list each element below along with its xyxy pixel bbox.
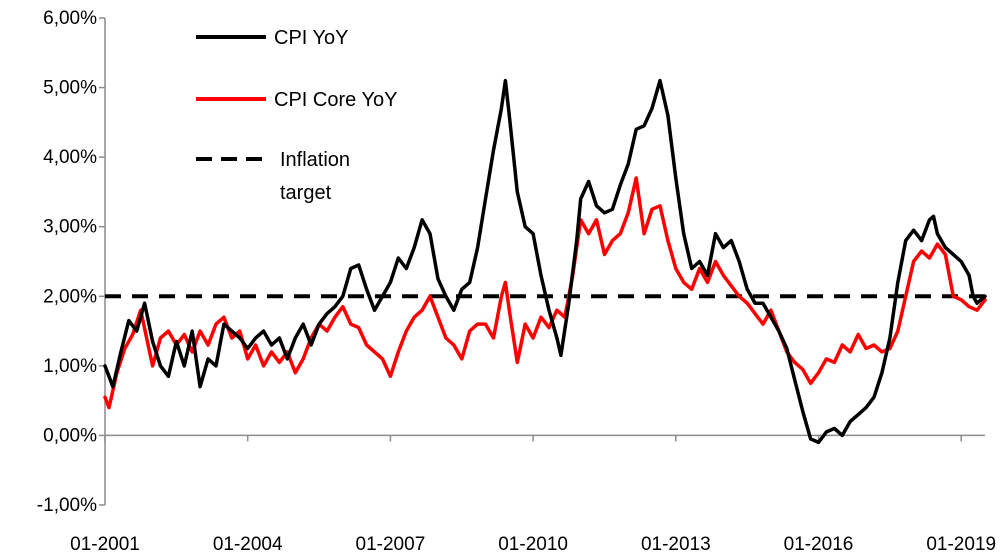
legend: CPI YoY CPI Core YoY Inflation target xyxy=(196,27,397,204)
y-tick-label: 3,00% xyxy=(43,217,97,238)
y-tick-label: 2,00% xyxy=(43,286,97,307)
legend-core-label: CPI Core YoY xyxy=(274,89,397,111)
y-tick-label: 4,00% xyxy=(43,147,97,168)
legend-target-label-line1: Inflation xyxy=(280,149,350,171)
x-tick-label: 01-2019 xyxy=(926,534,996,555)
x-tick-label: 01-2007 xyxy=(356,534,426,555)
legend-cpi-label: CPI YoY xyxy=(274,27,349,49)
legend-target-label-line2: target xyxy=(280,182,332,204)
x-tick-label: 01-2004 xyxy=(213,534,283,555)
series-layer xyxy=(103,78,987,445)
series-line-cpi-yoy xyxy=(103,78,987,445)
axes: 6,00% 5,00% 4,00% 3,00% 2,00% 1,00% 0,00% -1,00… xyxy=(37,8,996,555)
series-line-cpi-core-yoy xyxy=(103,176,987,410)
y-tick-label: 0,00% xyxy=(43,425,97,446)
y-tick-label: 5,00% xyxy=(43,78,97,99)
y-tick-label: 6,00% xyxy=(43,8,97,29)
y-tick-label: 1,00% xyxy=(43,356,97,377)
x-tick-label: 01-2001 xyxy=(70,534,140,555)
x-tick-label: 01-2010 xyxy=(498,534,568,555)
y-tick-label: -1,00% xyxy=(37,495,97,516)
x-tick-label: 01-2013 xyxy=(641,534,711,555)
x-tick-label: 01-2016 xyxy=(784,534,854,555)
